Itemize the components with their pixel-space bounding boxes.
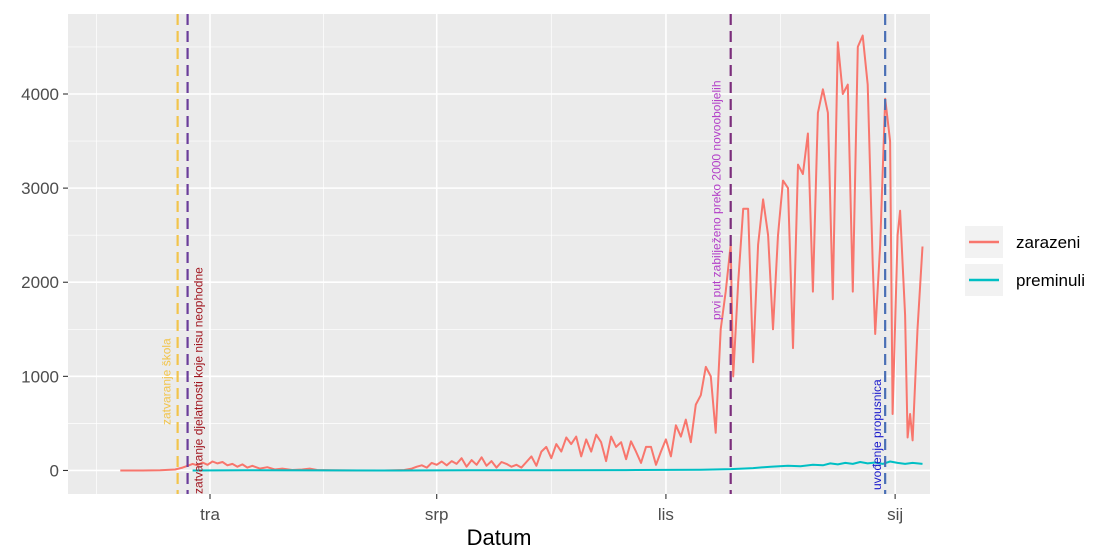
annotation-label: uvođenje propusnica <box>870 379 884 490</box>
y-tick-label: 0 <box>50 461 59 480</box>
series-layer <box>120 34 924 472</box>
legend: zarazeni preminuli <box>955 224 1104 300</box>
annotation-label: zatvaranje djelatnosti koje nisu neophod… <box>192 267 206 494</box>
annotation-lines <box>176 14 887 494</box>
x-tick-label: sij <box>887 505 903 524</box>
y-tick-label: 1000 <box>21 367 59 386</box>
x-axis: tra srp lis sij <box>200 494 903 524</box>
series-line-preminuli <box>192 460 923 472</box>
legend-label: preminuli <box>1016 271 1085 290</box>
y-tick-label: 2000 <box>21 273 59 292</box>
x-tick-label: tra <box>200 505 220 524</box>
annotation-label: prvi put zabilježeno preko 2000 novoobol… <box>710 81 724 321</box>
x-tick-label: srp <box>425 505 449 524</box>
y-tick-label: 3000 <box>21 179 59 198</box>
y-tick-label: 4000 <box>21 85 59 104</box>
legend-label: zarazeni <box>1016 233 1080 252</box>
annotation-label: zatvaranje škola <box>160 338 174 425</box>
y-axis: 0 1000 2000 3000 4000 <box>21 85 68 480</box>
annotation-labels: zatvaranje škola zatvaranje djelatnosti k… <box>160 81 885 495</box>
x-axis-title: Datum <box>467 525 532 550</box>
x-tick-label: lis <box>658 505 674 524</box>
